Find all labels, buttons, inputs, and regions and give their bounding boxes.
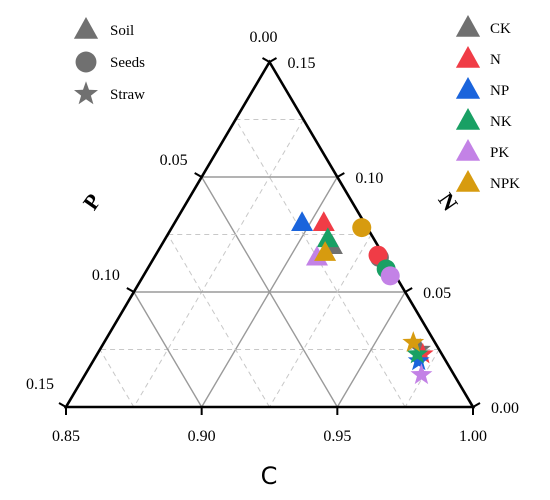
legend-label-pk: PK xyxy=(490,145,509,161)
legend-marker-nk xyxy=(455,108,481,130)
tick-label-n: 0.15 xyxy=(288,55,316,72)
grid-line-p xyxy=(99,349,135,408)
tick-mark xyxy=(58,402,67,408)
grid-line-p xyxy=(167,234,270,408)
legend-marker-pk xyxy=(455,139,481,161)
data-point-npk-circle xyxy=(352,218,372,238)
axis-title-c: C xyxy=(261,462,278,490)
tick-label-c: 0.90 xyxy=(188,428,216,445)
legend-marker-star xyxy=(74,81,98,105)
axis-title-n: N xyxy=(433,188,463,215)
tick-label-c: 0.85 xyxy=(52,428,80,445)
legend-marker-npk xyxy=(455,170,481,192)
data-point-nk-triangle xyxy=(316,227,339,248)
tick-label-p: 0.05 xyxy=(160,152,188,169)
legend-label-nk: NK xyxy=(490,114,512,130)
legend-marker-np xyxy=(455,77,481,99)
data-point-n-circle xyxy=(368,245,388,265)
data-point-pk-star xyxy=(410,363,433,385)
tick-mark xyxy=(262,57,270,63)
grid-line-c xyxy=(269,234,372,408)
grid-line-p xyxy=(201,176,338,408)
data-point-n-triangle xyxy=(312,211,335,231)
axis-title-p: P xyxy=(78,189,106,214)
triangle-frame xyxy=(58,57,481,415)
grid-line-p xyxy=(133,291,203,408)
tick-label-n: 0.00 xyxy=(491,400,519,417)
data-point-np-triangle xyxy=(291,211,314,231)
tick-label-p: 0.00 xyxy=(250,29,278,46)
data-points xyxy=(291,211,434,385)
data-point-npk-triangle xyxy=(314,241,337,261)
grid-lines xyxy=(99,119,440,408)
legend-marker-ck xyxy=(455,15,481,37)
tick-label-c: 0.95 xyxy=(323,428,351,445)
tick-mark xyxy=(404,287,413,293)
grid-line-c xyxy=(404,349,440,408)
tick-mark xyxy=(336,172,345,178)
grid-line-c xyxy=(336,291,406,408)
legend-marker-triangle xyxy=(73,17,99,39)
data-point-np-star xyxy=(407,349,430,371)
tick-mark xyxy=(472,402,481,408)
legend-label-ck: CK xyxy=(490,21,511,37)
tick-mark xyxy=(269,57,277,63)
grid-line-c xyxy=(133,119,304,408)
legend-marker-n xyxy=(455,46,481,68)
data-point-nk-star xyxy=(406,342,429,364)
legend-label-soil: Soil xyxy=(110,23,134,39)
data-point-npk-star xyxy=(402,331,425,352)
legend-label-seeds: Seeds xyxy=(110,55,145,71)
tick-label-p: 0.15 xyxy=(26,376,54,393)
tick-mark xyxy=(126,287,135,293)
tick-label-n: 0.05 xyxy=(423,285,451,302)
data-point-pk-circle xyxy=(380,266,400,286)
triangle-border xyxy=(63,59,476,409)
legend-label-straw: Straw xyxy=(110,87,145,103)
legend-label-n: N xyxy=(490,52,501,68)
tick-labels: 0.85 0.90 0.95 1.000.000.050.100.150.000.05… xyxy=(26,29,519,445)
legend-marker-circle xyxy=(75,51,97,73)
tick-label-c: 1.00 xyxy=(459,428,487,445)
tick-label-n: 0.10 xyxy=(355,170,383,187)
tick-mark xyxy=(194,172,203,178)
legend-label-np: NP xyxy=(490,83,509,99)
legend-label-npk: NPK xyxy=(490,176,520,192)
data-point-ck-star xyxy=(409,338,431,359)
tick-label-p: 0.10 xyxy=(92,267,120,284)
legends: Soil Seeds Straw CK N NP NK PK NPK xyxy=(73,15,520,192)
